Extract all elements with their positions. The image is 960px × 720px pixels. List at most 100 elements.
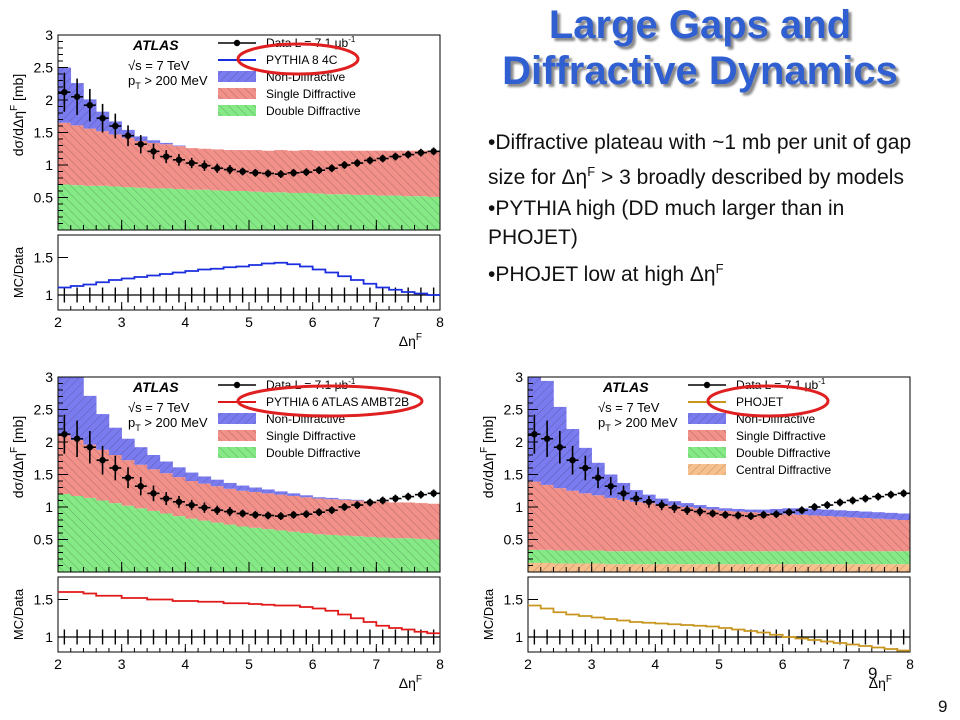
central-diffractive-bar (668, 564, 682, 572)
non-diffractive-bar (185, 472, 199, 481)
double-diffractive-bar (897, 551, 911, 565)
data-point (849, 497, 856, 504)
y-tick-label: 0.5 (504, 532, 524, 548)
pt-cut-label: pT > 200 MeV (128, 415, 208, 433)
non-diffractive-bar (808, 508, 822, 516)
data-point (61, 89, 68, 96)
double-diffractive-bar (706, 551, 720, 565)
data-point (163, 153, 170, 160)
data-point (430, 148, 437, 155)
legend-label: Single Diffractive (266, 87, 356, 101)
data-point (900, 490, 907, 497)
data-point (150, 490, 157, 497)
double-diffractive-bar (680, 551, 694, 565)
data-point (645, 498, 653, 505)
double-diffractive-bar (172, 516, 186, 572)
x-tick-label: 8 (436, 656, 444, 672)
y-tick-label: 2.5 (34, 60, 54, 76)
data-point (620, 490, 627, 497)
double-diffractive-bar (731, 551, 745, 565)
central-diffractive-bar (820, 564, 834, 572)
double-diffractive-bar (363, 194, 377, 230)
data-point (366, 157, 374, 164)
non-diffractive-bar (147, 140, 161, 143)
data-point (607, 483, 614, 490)
x-tick-label: 5 (715, 656, 723, 672)
single-diffractive-bar (83, 444, 97, 498)
data-point (722, 511, 729, 518)
non-diffractive-bar (744, 509, 758, 513)
double-diffractive-bar (236, 526, 250, 572)
single-diffractive-bar (96, 449, 110, 501)
single-diffractive-bar (401, 502, 415, 539)
data-point (404, 151, 412, 158)
non-diffractive-bar (172, 145, 186, 147)
ratio-tick-label: 1.5 (34, 592, 54, 608)
non-diffractive-bar (719, 508, 733, 511)
double-diffractive-bar (884, 551, 898, 565)
central-diffractive-bar (693, 564, 707, 572)
single-diffractive-bar (617, 499, 631, 552)
slide-title-line1: Large Gaps and (548, 3, 852, 47)
non-diffractive-bar (172, 467, 186, 478)
data-point (556, 444, 564, 451)
data-points (528, 414, 910, 520)
data-point (341, 161, 348, 169)
double-diffractive-bar (147, 188, 161, 230)
data-point (290, 169, 297, 176)
double-diffractive-bar (83, 497, 97, 572)
y-tick-label: 3 (45, 372, 53, 385)
non-diffractive-bar (897, 513, 911, 520)
data-point (671, 504, 678, 511)
single-diffractive-bar (591, 495, 605, 551)
stack-group (528, 377, 911, 572)
double-diffractive-bar (376, 537, 390, 572)
legend-label: PYTHIA 8 4C (266, 53, 338, 67)
single-diffractive-bar (668, 505, 682, 552)
data-point (201, 162, 208, 169)
x-tick-label: 6 (309, 656, 317, 672)
data-point (137, 483, 144, 490)
single-diffractive-bar (58, 435, 72, 494)
data-point (594, 474, 602, 481)
data-point (773, 510, 780, 518)
data-point (379, 497, 386, 504)
legend-swatch (218, 105, 256, 116)
double-diffractive-bar (236, 191, 250, 230)
non-diffractive-bar (210, 479, 224, 487)
x-tick-label: 7 (372, 656, 380, 672)
double-diffractive-bar (147, 510, 161, 572)
double-diffractive-bar (833, 551, 847, 565)
data-point (417, 491, 425, 498)
double-diffractive-bar (795, 551, 809, 565)
double-diffractive-bar (389, 195, 403, 230)
single-diffractive-bar (376, 150, 390, 196)
data-point (303, 168, 310, 176)
data-point (836, 499, 844, 506)
data-point (277, 512, 285, 520)
non-diffractive-bar (147, 455, 161, 470)
slide-title-line2: Diffractive Dynamics (502, 49, 898, 93)
x-tick-label: 7 (372, 314, 380, 330)
single-diffractive-bar (325, 499, 339, 535)
y-tick-label: 1 (515, 499, 523, 515)
central-diffractive-bar (540, 562, 554, 572)
single-diffractive-bar (719, 510, 733, 552)
double-diffractive-bar (744, 551, 758, 565)
double-diffractive-bar (427, 539, 441, 572)
single-diffractive-bar (731, 511, 745, 552)
single-diffractive-bar (401, 150, 415, 197)
double-diffractive-bar (70, 495, 84, 572)
mc-ratio-line (58, 261, 440, 296)
x-tick-label: 2 (54, 656, 62, 672)
double-diffractive-bar (363, 536, 377, 572)
non-diffractive-bar (70, 377, 84, 441)
data-point (137, 141, 144, 148)
double-diffractive-bar (121, 505, 135, 572)
double-diffractive-bar (578, 550, 592, 564)
double-diffractive-bar (553, 550, 567, 564)
double-diffractive-bar (376, 195, 390, 230)
chart-pythia6: 0.5 1 1.5 2 2.5 3 1 1.5 2 3 4 5 6 7 8 dσ/dΔηF [mb] MC/Da… (9, 372, 444, 691)
legend-swatch (688, 447, 726, 458)
non-diffractive-bar (274, 491, 288, 495)
